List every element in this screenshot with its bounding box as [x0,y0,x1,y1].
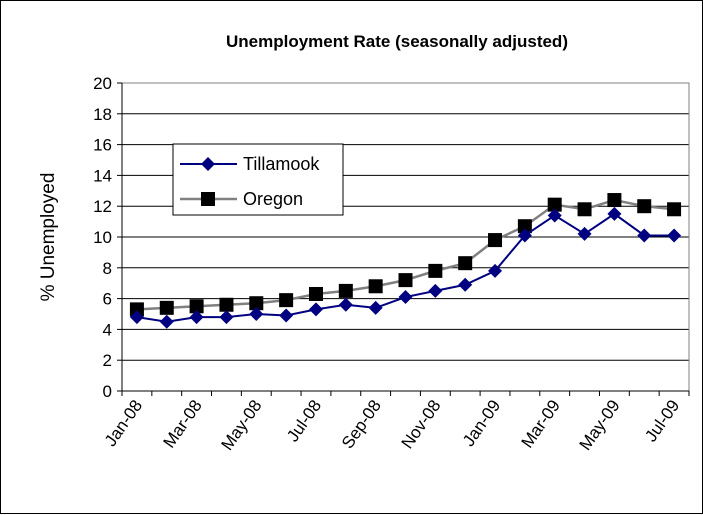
data-point [219,310,234,325]
y-tick-label: 4 [103,320,112,339]
x-tick-label: May-09 [576,396,624,453]
data-point [637,228,652,243]
data-point [159,300,174,315]
data-point [338,297,353,312]
y-tick-label: 0 [103,382,112,401]
series-oregon [129,193,682,317]
x-tick-label: Jul-08 [283,396,325,445]
series-layer [129,193,682,329]
data-point [129,310,144,325]
x-tick-label: May-08 [217,396,265,453]
data-point [368,279,383,294]
data-point [547,208,562,223]
data-point [517,228,532,243]
x-tick-label: Sep-08 [338,396,385,452]
data-point [189,310,204,325]
data-point [189,299,204,314]
legend-marker [201,192,215,206]
legend-entry-oregon: Oregon [180,189,303,209]
data-point [547,197,562,212]
x-tick-label: Mar-09 [518,396,564,451]
data-point [219,297,234,312]
y-tick-label: 14 [93,166,112,185]
series-tillamook [129,206,682,329]
data-point [488,233,503,248]
y-axis-label: % Unemployed [38,173,59,302]
chart-title: Unemployment Rate (seasonally adjusted) [226,32,568,51]
legend-label: Tillamook [243,154,320,174]
y-tick-label: 8 [103,259,112,278]
data-point [249,296,264,311]
data-point [667,228,682,243]
data-point [279,308,294,323]
data-point [488,263,503,278]
data-point [667,202,682,217]
data-point [398,273,413,288]
x-tick-label: Jan-08 [101,396,146,449]
legend-label: Oregon [243,189,303,209]
data-point [428,283,443,298]
data-point [577,226,592,241]
axes [117,82,690,396]
y-tick-label: 12 [93,197,112,216]
legend-marker [201,157,215,171]
data-point [279,293,294,308]
legend-entries: Tillamook Oregon [180,154,320,209]
data-point [129,302,144,317]
data-point [458,256,473,271]
y-tick-labels: 0 2 4 6 8 10 12 14 16 18 20 [93,74,112,401]
data-point [308,302,323,317]
x-tick-label: Jul-09 [641,396,683,445]
legend-entry-tillamook: Tillamook [180,154,320,174]
x-tick-label: Nov-08 [398,396,445,452]
data-point [458,277,473,292]
data-point [398,290,413,305]
data-point [308,286,323,301]
x-tick-label: Mar-08 [159,396,205,451]
y-tick-label: 16 [93,136,112,155]
y-tick-label: 18 [93,105,112,124]
legend: Tillamook Oregon [172,143,344,216]
y-tick-label: 10 [93,228,112,247]
data-point [637,199,652,214]
data-point [159,314,174,329]
y-tick-label: 6 [103,290,112,309]
data-point [517,219,532,234]
y-tick-label: 2 [103,351,112,370]
data-point [577,202,592,217]
y-tick-label: 20 [93,74,112,93]
x-tick-label: Jan-09 [459,396,504,449]
data-point [428,263,443,278]
data-point [607,206,622,221]
data-point [338,283,353,298]
data-point [368,300,383,315]
data-point [607,193,622,208]
data-point [249,307,264,321]
x-tick-labels: Jan-08 Mar-08 May-08 Jul-08 Sep-08 Nov-08 Jan-… [101,396,684,453]
